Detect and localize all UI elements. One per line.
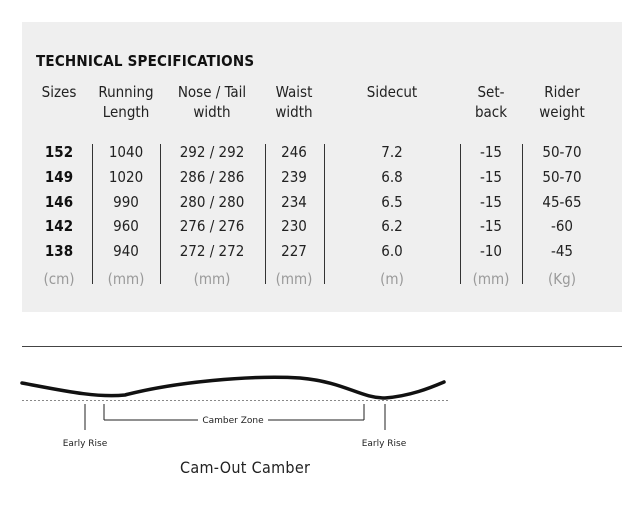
column-header-line1: Rider [544, 83, 580, 101]
column-header-line1: Running [98, 83, 154, 101]
column-header: Sidecut [367, 82, 417, 102]
size-cell: 146 [44, 193, 74, 211]
column-header-line1: Nose / Tail [177, 83, 247, 101]
column-header-line1: Waist [275, 83, 313, 101]
column-header-line1: Sidecut [366, 83, 418, 101]
column-header: Waist width [275, 82, 312, 122]
table-cell: 45-65 [542, 193, 582, 211]
table-cell: 280 / 280 [179, 193, 245, 211]
table-cell: 50-70 [542, 168, 582, 186]
table-cell: 940 [113, 242, 139, 260]
early-rise-right-label: Early Rise [362, 439, 407, 449]
table-cell: 960 [113, 217, 139, 235]
table-cell: -60 [550, 217, 574, 235]
table-cell: -15 [479, 217, 503, 235]
column-header: Rider weight [539, 82, 585, 122]
camber-zone-label: Camber Zone [202, 416, 264, 426]
size-cell: 138 [44, 242, 74, 260]
table-cell: 6.0 [381, 242, 403, 260]
table-cell: 7.2 [381, 143, 403, 161]
table-cell: -15 [479, 143, 503, 161]
column-header-line1: Sizes [41, 83, 77, 101]
size-cell: 149 [44, 168, 74, 186]
table-cell: -10 [479, 242, 503, 260]
camber-profile-diagram: Camber Zone Early Rise Early Rise [20, 375, 448, 449]
early-rise-left-label: Early Rise [63, 439, 108, 449]
column-header: Running Length [98, 82, 153, 122]
table-cell: 234 [281, 193, 307, 211]
table-cell: -15 [479, 168, 503, 186]
unit-label: (Kg) [548, 270, 576, 288]
table-cell: 286 / 286 [179, 168, 245, 186]
table-cell: 272 / 272 [179, 242, 245, 260]
table-cell: 6.2 [381, 217, 403, 235]
spec-title: TECHNICAL SPECIFICATIONS [36, 52, 255, 70]
table-cell: 276 / 276 [179, 217, 245, 235]
unit-label: (mm) [472, 270, 510, 288]
unit-label: (mm) [275, 270, 313, 288]
technical-specifications-panel: TECHNICAL SPECIFICATIONS Sizes Running Len… [22, 22, 622, 312]
unit-label: (mm) [107, 270, 145, 288]
table-cell: 246 [281, 143, 307, 161]
table-cell: 1040 [108, 143, 144, 161]
table-cell: 990 [113, 193, 139, 211]
table-cell: 1020 [108, 168, 144, 186]
table-cell: -45 [550, 242, 574, 260]
table-cell: -15 [479, 193, 503, 211]
table-cell: 292 / 292 [179, 143, 245, 161]
column-divider [522, 144, 523, 284]
column-header-line2: width [275, 103, 313, 121]
column-divider [265, 144, 266, 284]
column-header: Set-back [475, 82, 507, 122]
table-cell: 227 [281, 242, 307, 260]
unit-label: (m) [380, 270, 404, 288]
board-profile-curve [20, 375, 446, 400]
table-cell: 239 [281, 168, 307, 186]
column-header-line2: back [474, 103, 508, 121]
column-header-line2: Length [102, 103, 150, 121]
table-cell: 6.8 [381, 168, 403, 186]
column-header-line2: width [193, 103, 231, 121]
column-divider [324, 144, 325, 284]
size-cell: 142 [44, 217, 74, 235]
table-cell: 230 [281, 217, 307, 235]
table-cell: 6.5 [381, 193, 403, 211]
column-header: Nose / Tail width [178, 82, 246, 122]
size-cell: 152 [44, 143, 74, 161]
profile-name: Cam-Out Camber [180, 458, 311, 477]
unit-label: (mm) [193, 270, 231, 288]
section-divider [22, 346, 622, 347]
column-header: Sizes [42, 82, 77, 102]
column-header-line1: Set- [477, 83, 505, 101]
table-cell: 50-70 [542, 143, 582, 161]
column-header-line2: weight [539, 103, 585, 121]
column-divider [92, 144, 93, 284]
column-divider [460, 144, 461, 284]
unit-label: (cm) [43, 270, 75, 288]
column-divider [160, 144, 161, 284]
